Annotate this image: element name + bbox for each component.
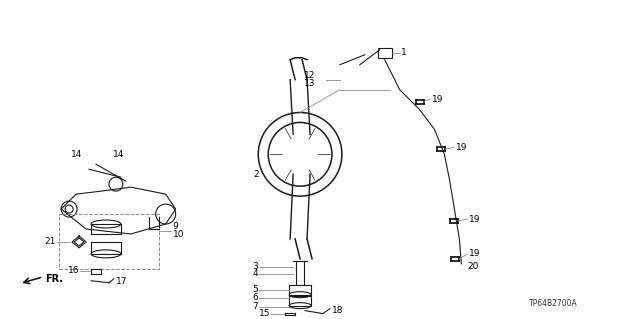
- Text: 14: 14: [113, 150, 124, 159]
- Text: 19: 19: [469, 249, 481, 258]
- Text: 15: 15: [259, 309, 270, 318]
- Text: 14: 14: [71, 150, 83, 159]
- Text: 2: 2: [253, 170, 259, 179]
- Text: 7: 7: [253, 302, 259, 311]
- Text: 17: 17: [116, 277, 127, 286]
- Text: FR.: FR.: [45, 274, 63, 284]
- Text: 4: 4: [253, 269, 259, 278]
- Text: 9: 9: [173, 222, 179, 232]
- Text: 16: 16: [68, 266, 79, 275]
- Text: 18: 18: [332, 306, 344, 315]
- Text: 6: 6: [253, 293, 259, 302]
- Text: 13: 13: [303, 79, 315, 88]
- Text: 5: 5: [253, 285, 259, 294]
- Text: 21: 21: [45, 237, 56, 246]
- Text: 19: 19: [456, 143, 468, 152]
- Text: 3: 3: [253, 262, 259, 271]
- Text: TP64B2700A: TP64B2700A: [529, 299, 578, 308]
- Text: 10: 10: [173, 230, 184, 240]
- Text: 12: 12: [303, 71, 315, 80]
- Text: 1: 1: [401, 48, 406, 57]
- Text: 19: 19: [469, 214, 481, 224]
- Text: 20: 20: [467, 262, 479, 271]
- Text: 19: 19: [431, 95, 443, 104]
